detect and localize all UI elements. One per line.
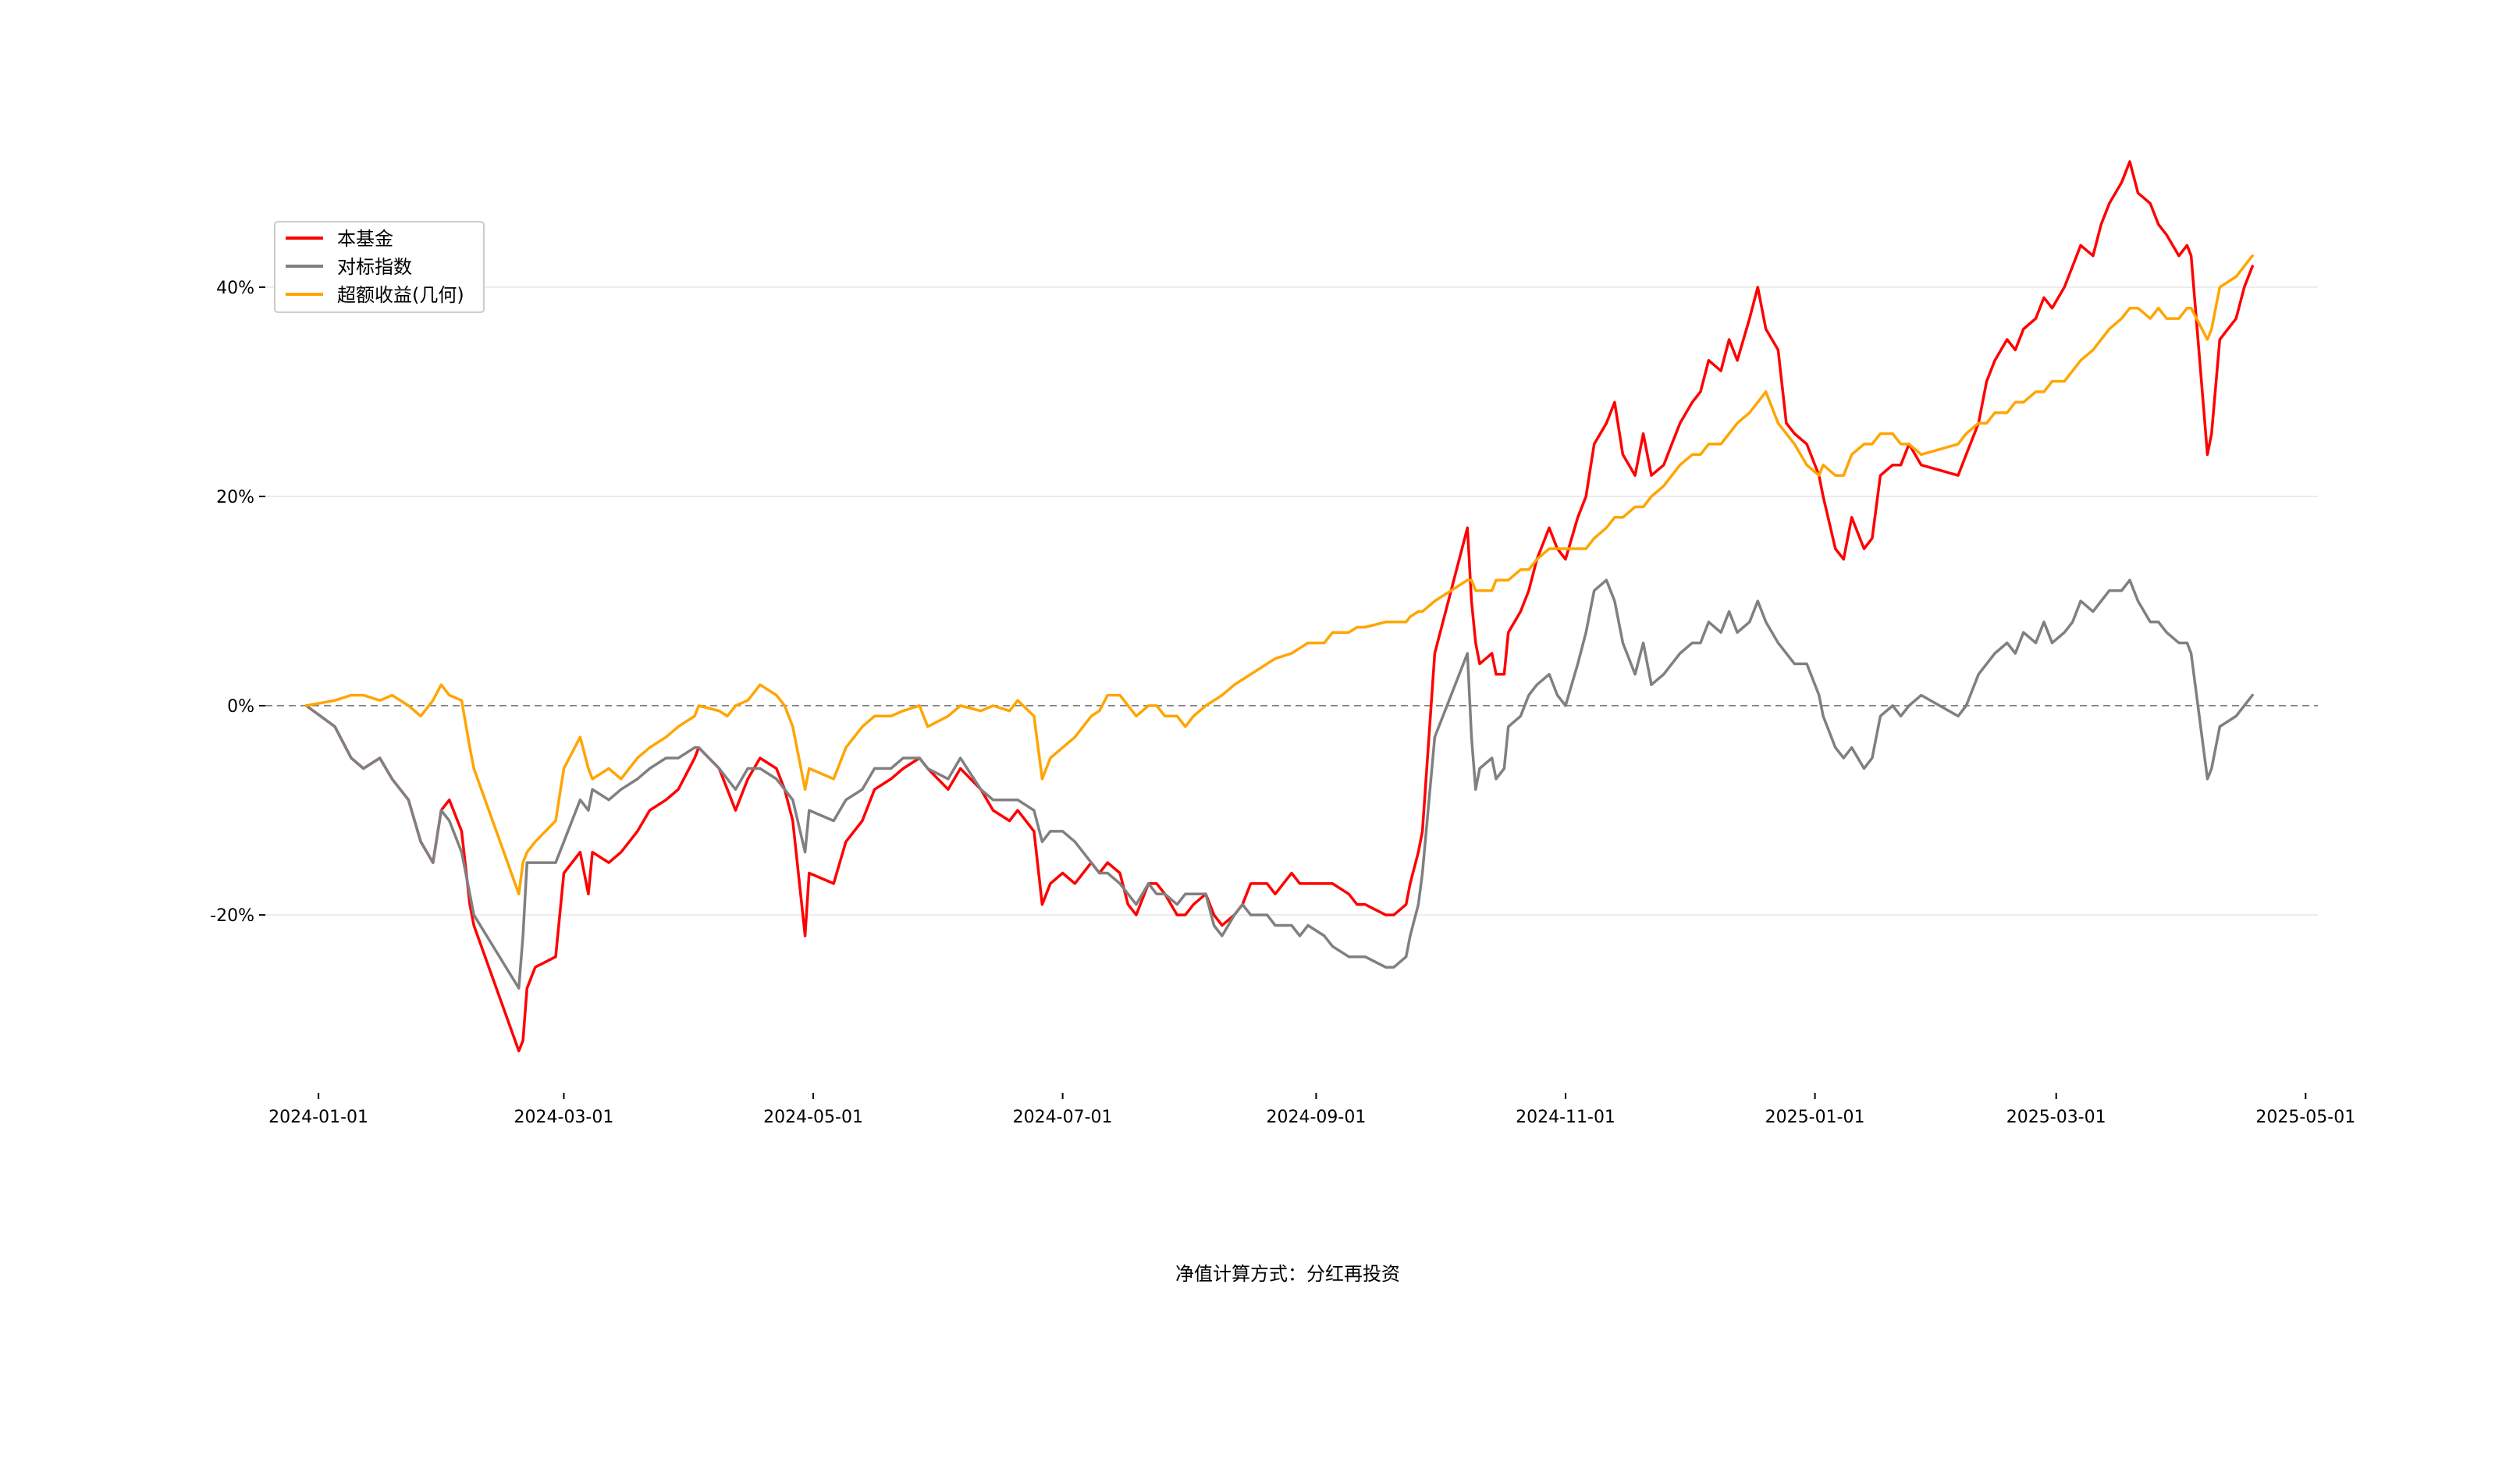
legend-item-fund-label: 本基金 xyxy=(337,228,393,250)
legend-item-excess-label: 超额收益(几何) xyxy=(337,284,464,306)
x-tick-label: 2024-03-01 xyxy=(514,1108,614,1127)
y-tick-label: 20% xyxy=(216,488,254,507)
x-axis-ticks: 2024-01-01 2024-03-01 2024-05-01 2024-07-01… xyxy=(268,1093,2355,1127)
x-tick-label: 2024-09-01 xyxy=(1267,1108,1367,1127)
legend-item-benchmark-label: 对标指数 xyxy=(337,256,412,278)
x-tick-label: 2024-07-01 xyxy=(1013,1108,1113,1127)
series-line-excess xyxy=(304,254,2254,896)
x-tick-label: 2025-03-01 xyxy=(2006,1108,2106,1127)
series-line-fund xyxy=(304,160,2254,1053)
x-tick-label: 2024-11-01 xyxy=(1516,1108,1615,1127)
footer-note: 净值计算方式：分红再投资 xyxy=(1175,1263,1400,1285)
x-tick-label: 2024-05-01 xyxy=(763,1108,863,1127)
legend-box xyxy=(274,221,485,313)
series-lines xyxy=(304,160,2254,1053)
gridlines xyxy=(265,286,2318,916)
x-tick-label: 2025-01-01 xyxy=(1765,1108,1865,1127)
y-tick-label: 0% xyxy=(227,697,254,717)
x-tick-label: 2024-01-01 xyxy=(268,1108,368,1127)
x-tick-label: 2025-05-01 xyxy=(2255,1108,2355,1127)
y-tick-label: -20% xyxy=(210,906,254,926)
y-tick-label: 40% xyxy=(216,279,254,298)
series-line-benchmark xyxy=(304,578,2254,990)
y-axis-ticks: -20% 0% 20% 40% xyxy=(210,279,265,926)
